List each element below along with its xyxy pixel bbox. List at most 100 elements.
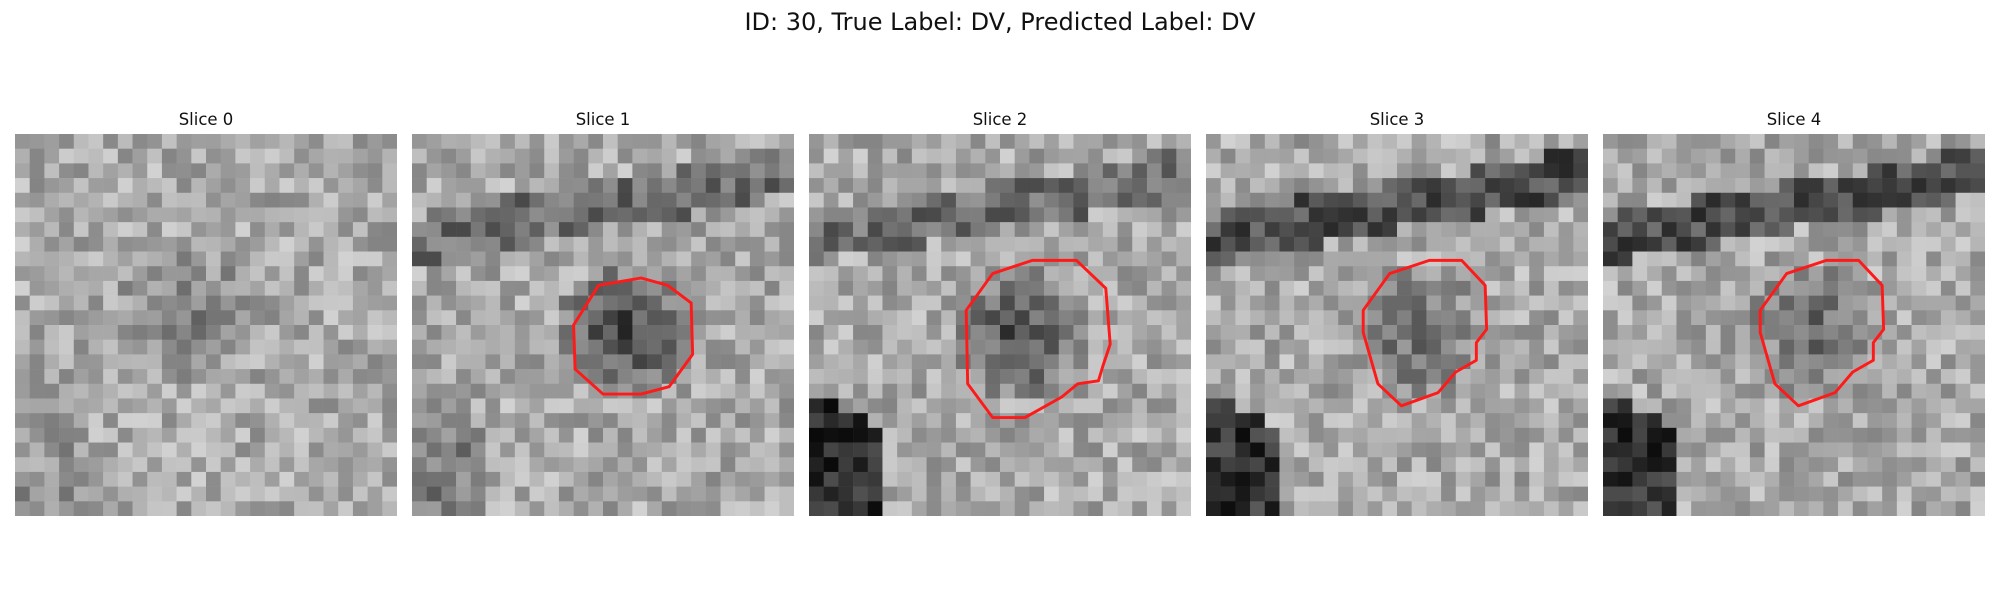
pixel [176,383,192,399]
pixel [1338,266,1354,282]
pixel [1882,457,1898,473]
pixel [1455,192,1471,208]
pixel [573,192,589,208]
pixel [1161,207,1177,223]
pixel [412,501,427,516]
pixel [191,398,207,414]
pixel [1073,236,1089,252]
pixel [1294,280,1310,296]
pixel [1250,339,1266,355]
pixel [1603,280,1618,296]
pixel [235,354,251,370]
pixel [691,325,707,340]
pixel [1161,383,1177,399]
pixel [1161,369,1177,385]
pixel [1617,442,1633,458]
pixel [838,383,854,399]
pixel [882,148,898,164]
pixel [1573,413,1588,429]
pixel [1382,486,1398,502]
pixel [1485,192,1501,208]
pixel [1940,222,1956,238]
pixel [705,310,721,326]
pixel [897,207,913,223]
pixel [1955,398,1971,414]
pixel [1000,280,1015,296]
pixel [132,457,148,473]
pixel [941,178,957,194]
pixel [323,501,339,516]
pixel [456,266,472,282]
slice-title-2: Slice 2 [972,110,1028,129]
pixel [206,251,221,267]
pixel [206,163,221,179]
pixel [191,236,207,252]
pixel [1543,457,1559,473]
pixel [764,413,780,429]
pixel [1720,148,1736,164]
pixel [749,222,765,238]
pixel [764,427,780,443]
pixel [1632,148,1648,164]
pixel [485,295,501,311]
pixel [617,163,633,179]
pixel [1603,457,1618,473]
pixel [1206,178,1221,194]
pixel [1882,178,1898,194]
pixel [735,295,751,311]
pixel [1250,280,1266,296]
pixel [1661,501,1677,516]
pixel [558,471,574,487]
pixel [1514,325,1530,340]
pixel [1764,266,1780,282]
pixel [1470,280,1486,296]
pixel [1294,486,1310,502]
pixel [264,486,280,502]
pixel [1867,310,1883,326]
pixel [1382,295,1398,311]
pixel [838,339,854,355]
pixel [1044,354,1060,370]
pixel [1073,222,1089,238]
pixel [1543,339,1559,355]
pixel [1382,413,1398,429]
pixel [1911,427,1927,443]
pixel [176,236,192,252]
pixel [1485,163,1501,179]
pixel [1911,236,1927,252]
pixel [1264,325,1280,340]
pixel [882,471,898,487]
pixel [1558,266,1574,282]
pixel [1176,280,1191,296]
pixel [926,236,942,252]
pixel [1676,192,1692,208]
pixel [1970,457,1985,473]
pixel [235,251,251,267]
pixel [1014,442,1030,458]
pixel [1543,442,1559,458]
pixel [676,192,692,208]
pixel [691,383,707,399]
pixel [1720,369,1736,385]
pixel [1397,192,1412,208]
pixel [941,148,957,164]
pixel [764,134,780,149]
pixel [264,413,280,429]
pixel [1235,457,1251,473]
pixel [470,486,486,502]
pixel [1794,134,1809,149]
pixel [382,236,397,252]
pixel [308,207,324,223]
pixel [1838,471,1854,487]
pixel [220,457,236,473]
pixel [809,178,824,194]
pixel [1382,251,1398,267]
pixel [161,471,177,487]
pixel [1573,369,1588,385]
pixel [1338,192,1354,208]
pixel [1794,251,1809,267]
pixel [1749,501,1765,516]
pixel [1044,178,1060,194]
pixel [1323,266,1339,282]
pixel [529,413,545,429]
